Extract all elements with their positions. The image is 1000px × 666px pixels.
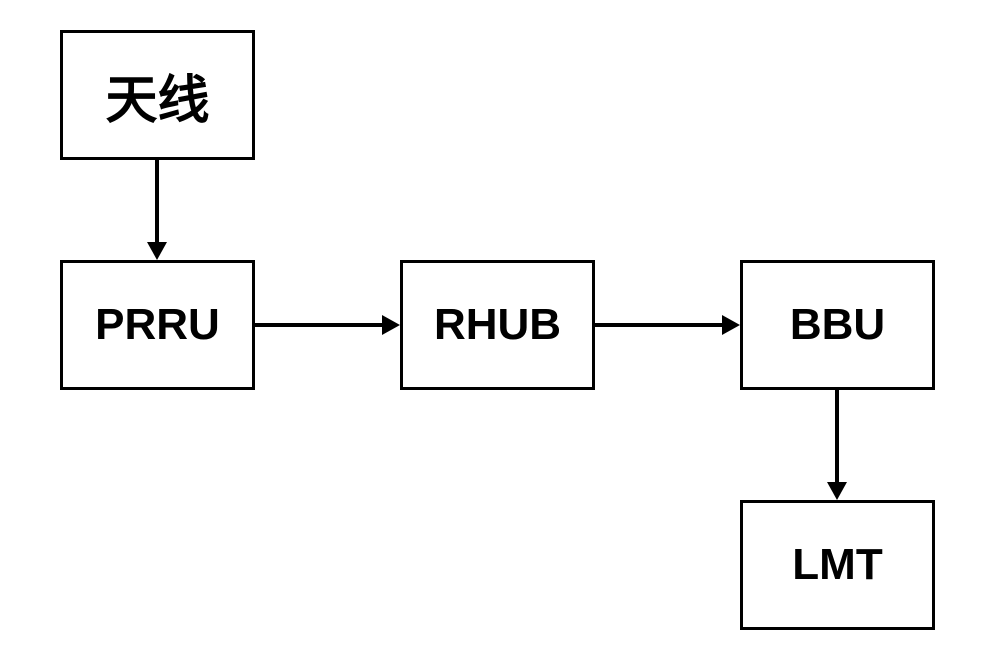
edge-bbu-lmt-head	[827, 482, 847, 500]
node-antenna: 天线	[60, 30, 255, 160]
edge-bbu-lmt-line	[835, 390, 839, 482]
node-lmt: LMT	[740, 500, 935, 630]
edge-rhub-bbu-line	[595, 323, 722, 327]
edge-rhub-bbu-head	[722, 315, 740, 335]
node-antenna-label: 天线	[105, 58, 209, 133]
node-bbu-label: BBU	[790, 300, 885, 350]
node-rhub: RHUB	[400, 260, 595, 390]
node-prru-label: PRRU	[95, 300, 220, 350]
edge-antenna-prru-head	[147, 242, 167, 260]
node-rhub-label: RHUB	[434, 300, 561, 350]
edge-prru-rhub-head	[382, 315, 400, 335]
node-lmt-label: LMT	[792, 540, 882, 590]
node-prru: PRRU	[60, 260, 255, 390]
edge-antenna-prru-line	[155, 160, 159, 242]
edge-prru-rhub-line	[255, 323, 382, 327]
node-bbu: BBU	[740, 260, 935, 390]
